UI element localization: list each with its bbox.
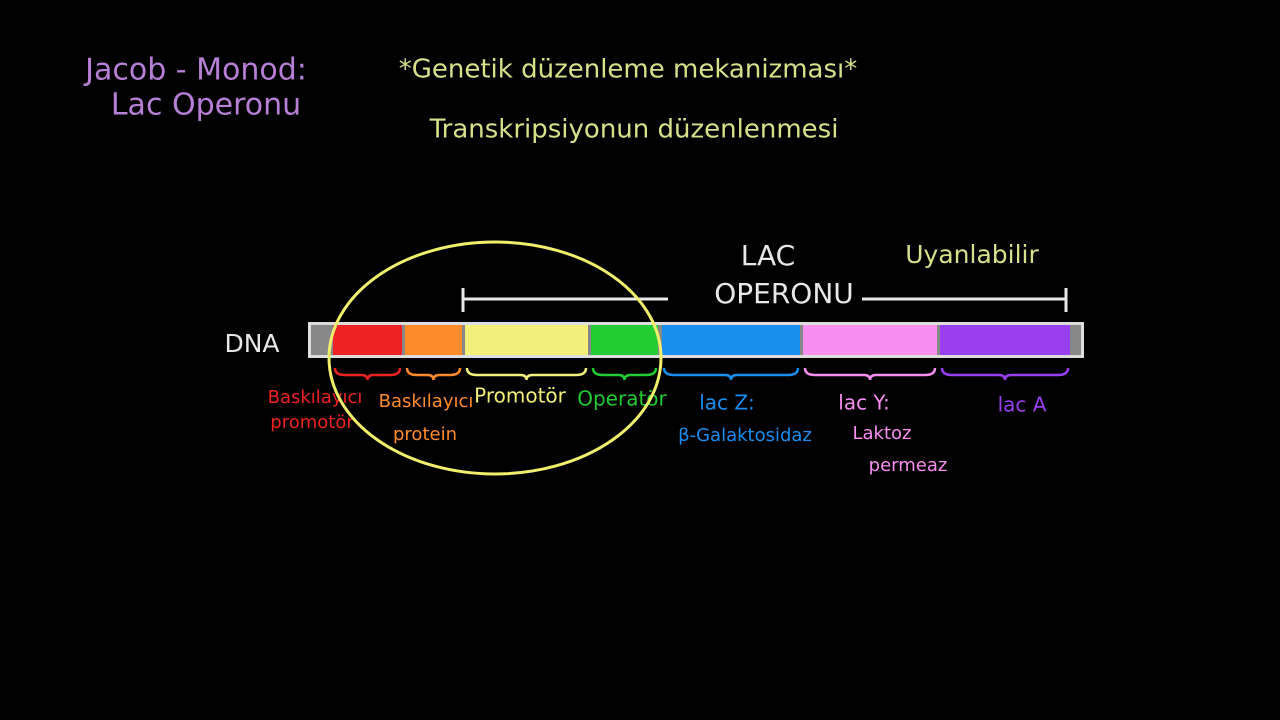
segment-label: Baskılayıcı — [268, 387, 363, 408]
dna-segment — [803, 325, 937, 355]
segment-label: protein — [393, 424, 457, 445]
segment-label: lac Z: — [699, 391, 755, 415]
operon-span — [461, 288, 1068, 312]
operon-line1: LAC — [741, 239, 795, 272]
operon-note: Uyanlabilir — [905, 240, 1039, 269]
dna-segment — [591, 325, 658, 355]
brace — [940, 367, 1070, 381]
segments: Baskılayıcı promotör Baskılayıcı protein Pro… — [268, 325, 1070, 476]
brace — [333, 367, 402, 381]
title-line1: Jacob - Monod: — [83, 53, 307, 88]
dna-segment — [662, 325, 800, 355]
segment-label: β-Galaktosidaz — [678, 425, 812, 446]
brace — [465, 367, 588, 381]
dna-segment — [940, 325, 1070, 355]
dna-segment — [405, 325, 462, 355]
segment-label: lac A — [998, 393, 1047, 417]
title-line2: Lac Operonu — [111, 88, 301, 123]
dna-segment — [465, 325, 588, 355]
dna-label: DNA — [224, 329, 279, 358]
segment-label: promotör — [270, 412, 354, 433]
segment-label: Operatör — [577, 387, 667, 411]
segment-label: lac Y: — [838, 391, 889, 415]
brace — [803, 367, 937, 381]
operon-line2: OPERONU — [714, 277, 854, 310]
brace — [662, 367, 800, 381]
segment-label: Laktoz — [852, 423, 911, 444]
header-line2: Transkripsiyonun düzenlenmesi — [429, 115, 839, 145]
header-line1: *Genetik düzenleme mekanizması* — [399, 55, 858, 85]
brace — [405, 367, 462, 381]
dna-segment — [333, 325, 402, 355]
highlight-circle — [327, 240, 663, 476]
segment-label: Promotör — [474, 384, 567, 408]
brace — [591, 367, 658, 381]
segment-label: permeaz — [869, 455, 948, 476]
segment-label: Baskılayıcı — [379, 391, 474, 412]
